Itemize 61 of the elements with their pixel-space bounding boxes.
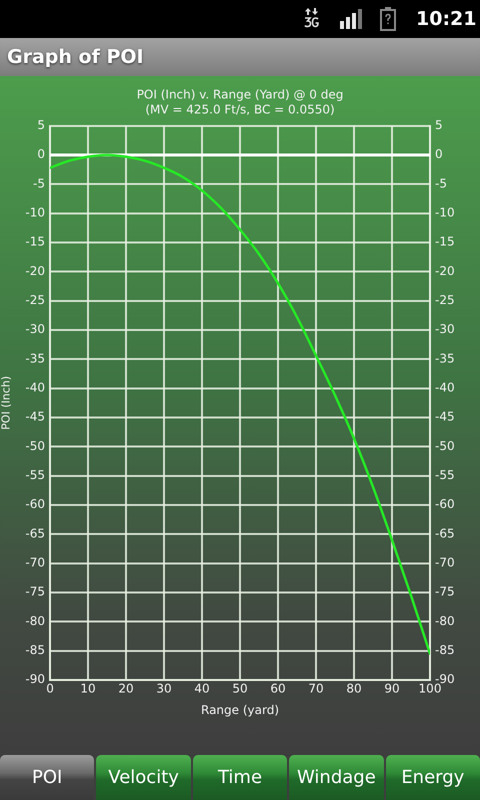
y-tick-label: -75: [25, 584, 45, 599]
text: Velocity: [96, 755, 191, 800]
y-tick-label: 5: [37, 118, 45, 132]
y-tick-label: -65: [25, 526, 45, 540]
y2-tick-label: -30: [435, 322, 455, 336]
text: 10:21: [416, 8, 476, 30]
y-tick-label: 0: [37, 147, 45, 162]
y2-tick-label: 0: [435, 147, 443, 162]
y2-tick-label: -15: [435, 234, 455, 249]
y2-tick-label: -75: [435, 584, 455, 599]
y2-tick-label: -20: [435, 264, 455, 278]
x-tick-label: 40: [194, 681, 210, 696]
y2-tick-label: -35: [435, 351, 455, 366]
y2-tick-label: 5: [435, 118, 443, 132]
y2-tick-label: -60: [435, 497, 455, 512]
y-tick-label: -5: [33, 176, 45, 190]
y-tick-label: -60: [25, 497, 45, 512]
y-tick-label: -55: [25, 468, 45, 482]
text: Graph of POI: [7, 45, 144, 69]
y-axis-title: POI (Inch): [0, 376, 12, 430]
y-tick-label: -80: [25, 614, 45, 628]
y-tick-label: -90: [25, 672, 45, 686]
text: Energy: [386, 755, 480, 800]
chart-subtitle: (MV = 425.0 Ft/s, BC = 0.0550): [145, 102, 335, 117]
y-tick-label: -70: [25, 555, 45, 570]
line-series: [50, 154, 430, 655]
y2-tick-label: -80: [435, 614, 455, 628]
x-tick-label: 30: [156, 681, 172, 696]
x-axis-title: Range (yard): [200, 702, 280, 717]
x-tick-label: 10: [80, 681, 96, 696]
x-tick-label: 0: [46, 681, 54, 696]
y-tick-label: -25: [25, 292, 45, 307]
y-tick-label: -85: [25, 642, 45, 657]
text: POI: [0, 755, 94, 800]
chart-title: POI (Inch) v. Range (Yard) @ 0 deg: [136, 87, 344, 102]
y-tick-label: -35: [25, 351, 45, 366]
y-tick-label: -20: [25, 264, 45, 278]
y-tick-label: -45: [25, 410, 45, 424]
y2-tick-label: -40: [435, 380, 455, 394]
y2-tick-label: -45: [435, 410, 455, 424]
x-tick-label: 70: [308, 681, 324, 696]
x-tick-label: 60: [270, 681, 286, 696]
y-tick-label: -30: [25, 322, 45, 336]
x-tick-label: 80: [346, 681, 362, 696]
y2-tick-label: -55: [435, 468, 455, 482]
y2-tick-label: -50: [435, 438, 455, 453]
y-tick-label: -10: [25, 205, 45, 220]
x-tick-label: 90: [384, 681, 400, 696]
y2-tick-label: -25: [435, 292, 455, 307]
x-tick-label: 50: [232, 681, 248, 696]
x-tick-label: 20: [118, 681, 134, 696]
y-tick-label: -15: [25, 234, 45, 249]
y2-tick-label: -85: [435, 642, 455, 657]
y2-tick-label: -10: [435, 205, 455, 220]
y2-tick-label: -65: [435, 526, 455, 540]
y-tick-label: -50: [25, 438, 45, 453]
text: Windage: [289, 755, 384, 800]
y-tick-label: -40: [25, 380, 45, 394]
y2-tick-label: -5: [435, 176, 447, 190]
y2-tick-label: -70: [435, 555, 455, 570]
text: Time: [192, 755, 288, 800]
